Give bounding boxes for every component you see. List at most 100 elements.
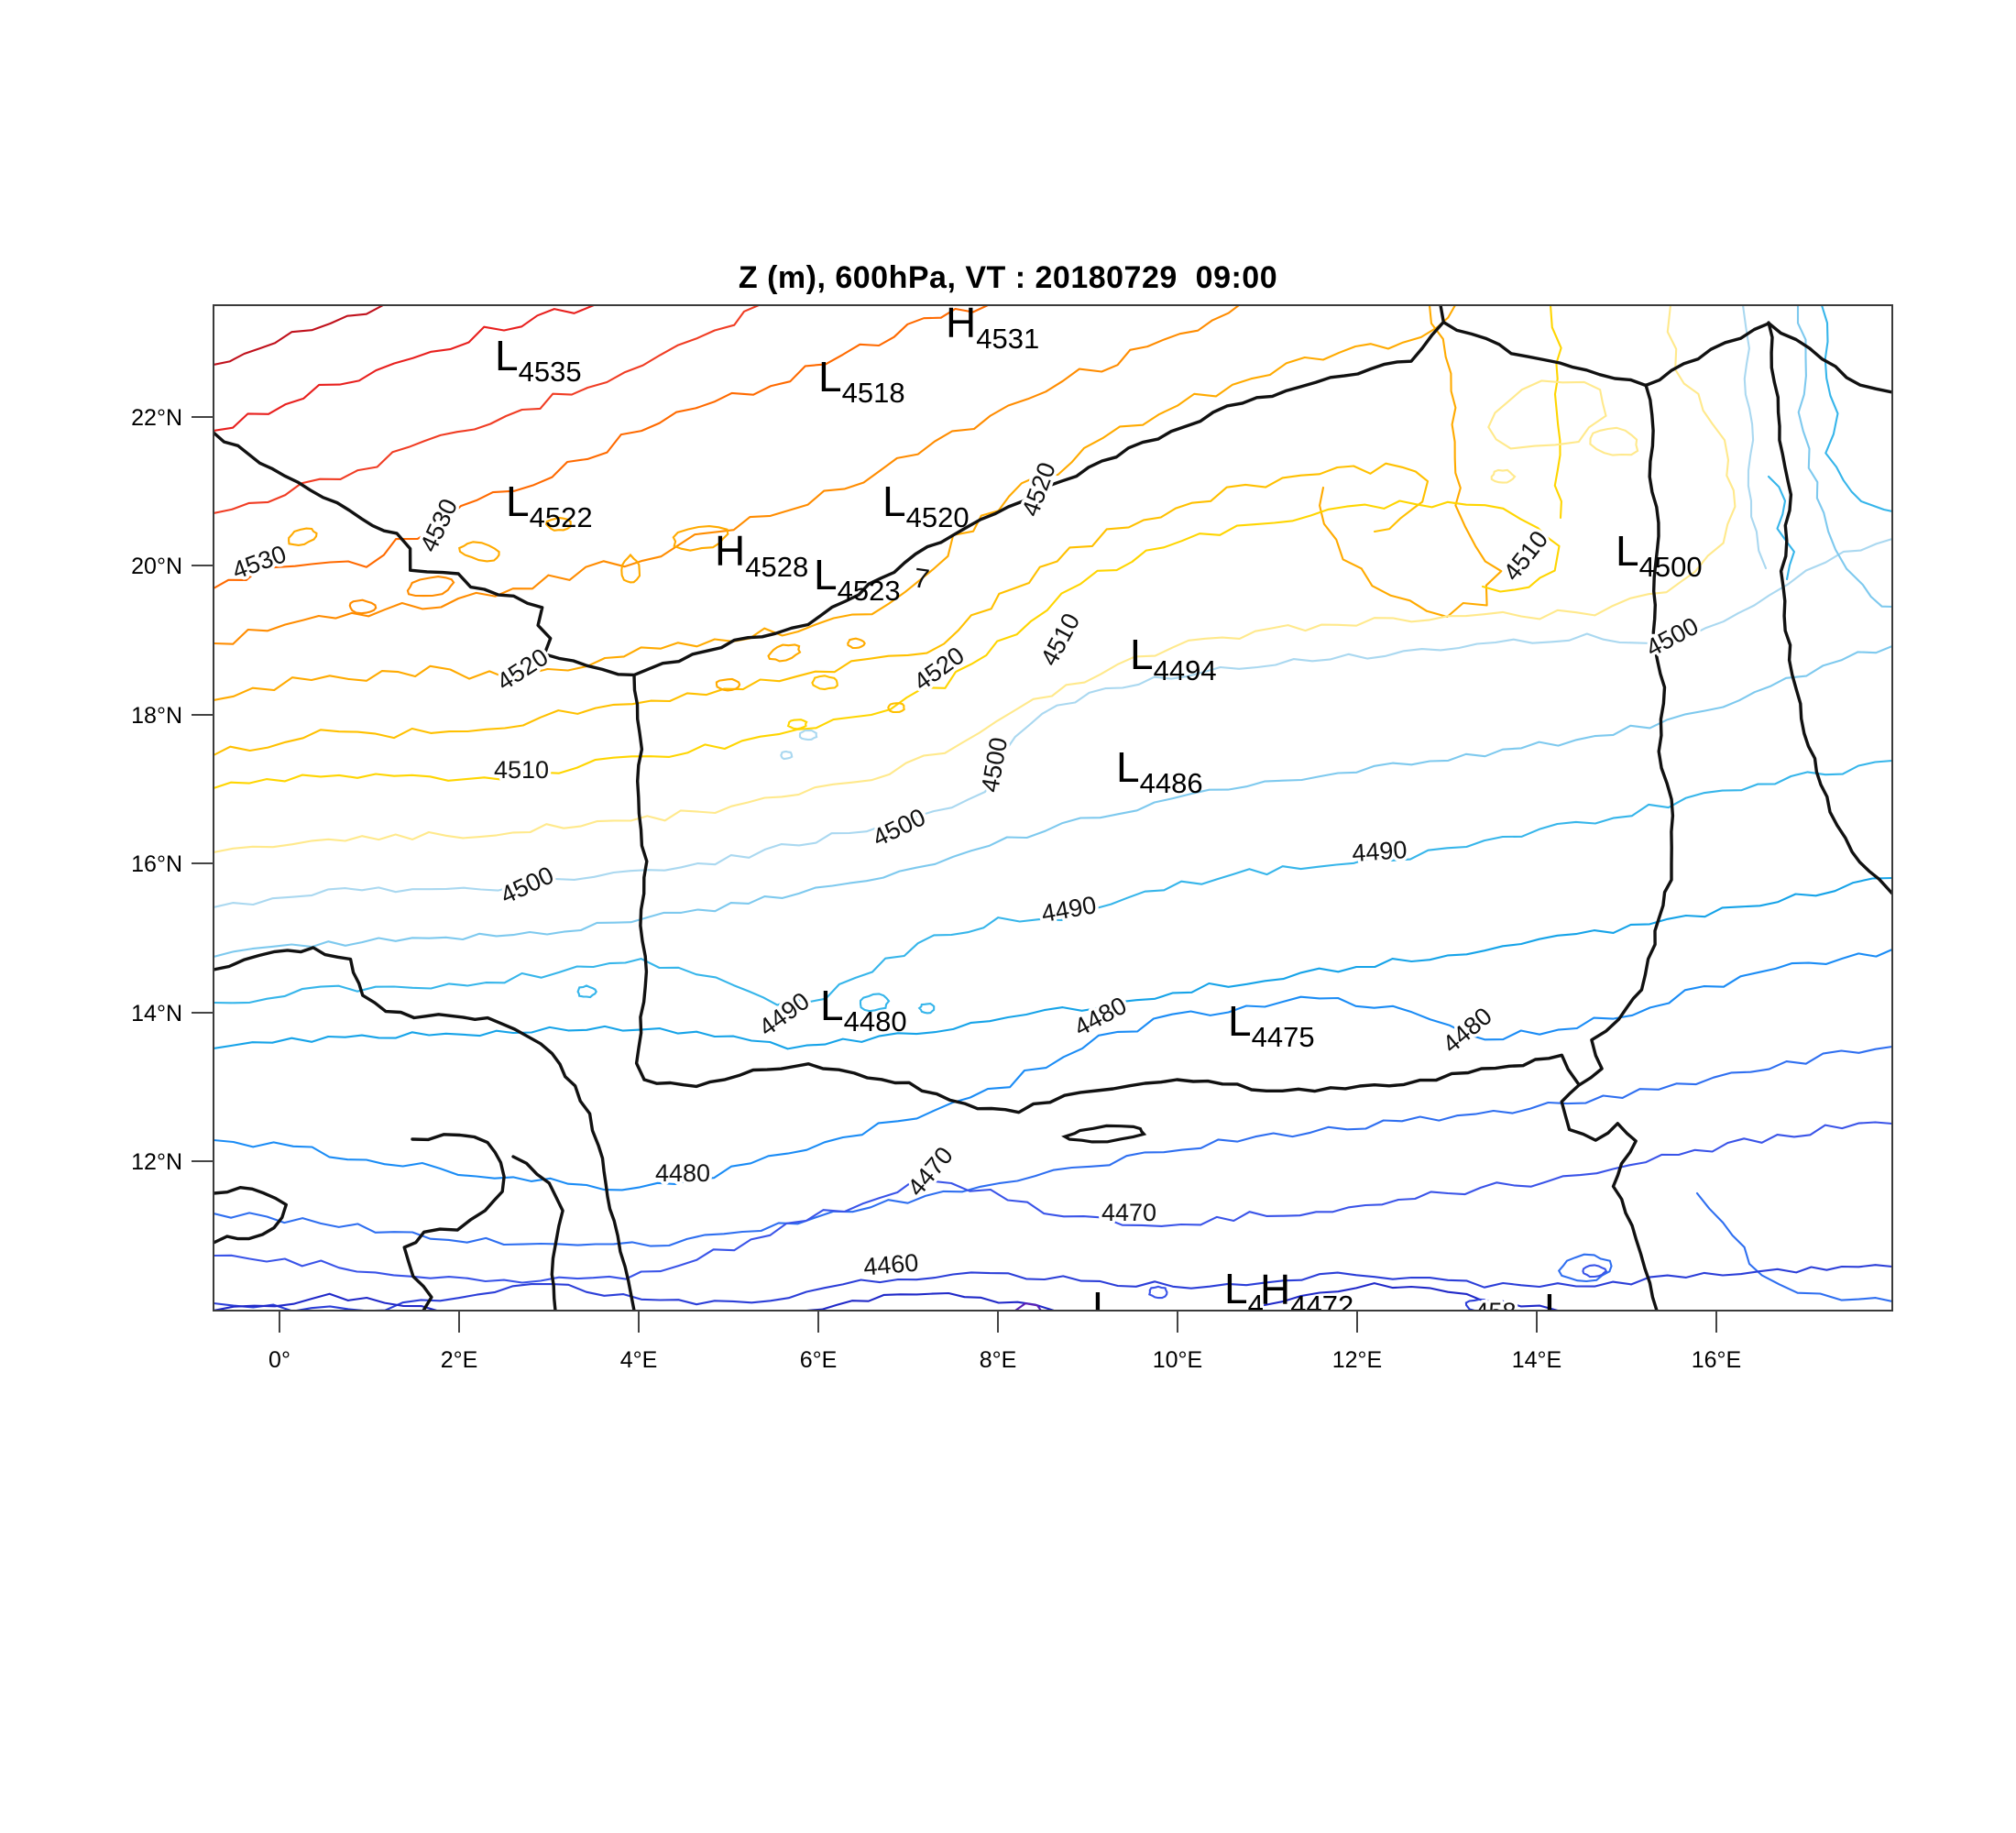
contour-label-4490: 4490 [754,987,815,1042]
contour-line-4460 [805,1291,1074,1311]
country-border [402,1133,506,1311]
contour-label-4530: 4530 [415,495,464,556]
x-axis-tick-label: 10°E [1153,1347,1202,1373]
pressure-center-l4518: L4518 [818,353,905,409]
contour-label-4480: 4480 [655,1159,710,1187]
contour-blob-4490 [576,984,597,999]
contour-line-4500 [214,537,1892,909]
contour-line-4495 [214,644,1892,959]
pressure-center-l4523: L4523 [814,551,901,607]
contour-line-4510 [1549,305,1562,520]
country-border [214,1186,288,1245]
contour-label-4470: 4470 [1101,1199,1156,1226]
pressure-center-l4522: L4522 [506,477,593,533]
contour-label-4500: 4500 [1641,612,1703,663]
contour-label-4480: 4480 [1438,1002,1497,1059]
contour-label-4500: 4500 [868,803,929,851]
figure-title: Z (m), 600hPa, VT : 20180729 09:00 [738,260,1278,295]
contour-label-4520: 4520 [1016,459,1061,521]
x-axis-tick-label: 14°E [1512,1347,1561,1373]
contour-label-4510: 4510 [494,756,549,784]
plot-area: 4530453045204520452045104510451045004500… [214,299,1892,1333]
contour-line-4525 [214,305,1241,645]
contour-blob-4475 [1557,1253,1613,1283]
pressure-center-l4475: L4475 [1228,997,1315,1053]
contour-line-4490 [214,759,1892,1006]
contour-label-4460: 4460 [862,1248,919,1280]
contour-blob-4525 [348,598,378,615]
contour-blob-4490 [859,993,891,1013]
contour-line-4505 [214,305,1737,854]
contour-label-4520: 4520 [492,643,553,697]
contour-label-4530: 4530 [229,540,290,585]
contour-blob-4515 [811,675,838,691]
y-axis-tick-label: 20°N [131,554,182,579]
y-axis-tick-label: 14°N [131,1001,182,1026]
contour-line-4520 [214,305,1457,702]
pressure-center-h4528: H4528 [715,527,808,583]
x-axis-tick-label: 6°E [800,1347,838,1373]
y-axis-tick-label: 18°N [131,703,182,729]
contour-blob-4500 [798,729,818,741]
contour-blob-4470 [1148,1285,1168,1300]
contour-line-4510 [214,499,1561,790]
contour-label-4500: 4500 [497,862,558,910]
contour-label-458: 458 [1474,1298,1516,1325]
contour-line-4495 [1796,305,1892,609]
pressure-center-h4531: H4531 [946,299,1039,355]
x-axis-tick-label: 4°E [620,1347,658,1373]
pressure-center-h4472: H4472 [1260,1266,1353,1322]
country-border [214,946,636,1311]
x-axis-tick-label: 0° [268,1347,290,1373]
pressure-center-l4: L4 [1224,1265,1264,1321]
contour-blob-4510 [786,719,808,730]
contour-label-4490: 4490 [1039,891,1098,927]
contour-blob-4470 [1582,1264,1608,1279]
contour-line-4490 [1767,475,1795,581]
contour-label-4510: 4510 [1035,609,1086,670]
country-border [642,1053,1580,1114]
country-border [632,674,649,1081]
y-axis-tick-label: 22°N [131,405,182,431]
contour-line-4500 [1741,305,1768,570]
pressure-center-l4535: L4535 [495,332,582,388]
contour-blob-4505 [1490,468,1517,484]
pressure-center-l4500: L4500 [1616,527,1703,583]
map-mark: 7 [912,563,931,595]
contour-line-4530 [214,305,990,590]
contour-line-4460 [1263,1282,1560,1311]
map-frame [213,304,1893,1312]
contour-line-4515 [214,462,1430,757]
pressure-center-l: L [1544,1285,1568,1333]
pressure-center-l4520: L4520 [882,477,970,533]
contour-blob-4520 [620,553,641,584]
country-border [1442,321,1892,394]
contour-blob-4520 [458,541,500,563]
contour-line-4545 [214,305,385,367]
contour-label-4480: 4480 [1069,992,1131,1042]
contour-blob-4520 [544,516,572,532]
country-border [1560,383,1675,1311]
contour-blob-4520 [715,677,741,692]
contour-line-4490 [1820,305,1892,513]
contour-line-4520 [1319,305,1503,619]
contour-blob-4520 [847,637,866,650]
pressure-center-l4494: L4494 [1130,631,1217,686]
y-axis-tick-label: 12°N [131,1149,182,1175]
pressure-center-l4486: L4486 [1116,743,1203,799]
contour-blob-4520 [672,525,729,552]
contour-blob-4515 [887,702,905,714]
contour-line-4480 [214,948,1892,1191]
contour-label-4490: 4490 [1351,836,1408,867]
country-border [1767,321,1892,895]
x-axis-tick-label: 16°E [1692,1347,1741,1373]
contour-blob-4520 [288,527,318,546]
contour-line-4540 [214,305,596,433]
y-axis-tick-label: 16°N [131,851,182,877]
x-axis-tick-label: 8°E [980,1347,1017,1373]
contour-line-4465 [214,1264,1892,1311]
pressure-center-l4480: L4480 [820,982,907,1037]
country-border [511,1155,564,1311]
